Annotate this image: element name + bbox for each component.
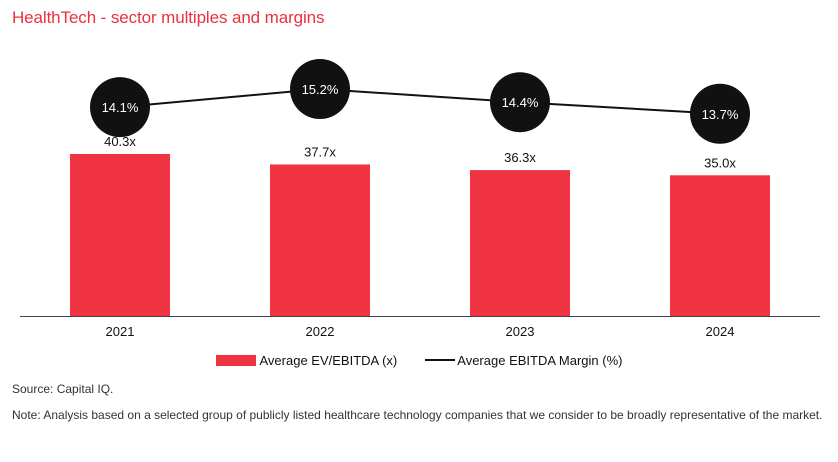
x-tick-label-2022: 2022: [306, 324, 335, 339]
margin-value-label-2021: 14.1%: [102, 100, 139, 115]
bar-value-label-2023: 36.3x: [504, 150, 536, 165]
source-note: Source: Capital IQ.: [12, 382, 114, 396]
margin-point-2024: [690, 83, 750, 144]
legend-bar-label: Average EV/EBITDA (x): [259, 352, 398, 368]
chart-title: HealthTech - sector multiples and margin…: [12, 8, 325, 27]
legend-line-label: Average EBITDA Margin (%): [457, 352, 623, 368]
footnote: Note: Analysis based on a selected group…: [12, 408, 823, 422]
bar-value-label-2024: 35.0x: [704, 155, 736, 170]
margin-point-2021: [90, 77, 150, 138]
bar-value-label-2022: 37.7x: [304, 144, 336, 159]
margin-point-2022: [290, 59, 350, 119]
x-tick-label-2023: 2023: [506, 324, 535, 339]
bar-value-label-2021: 40.3x: [104, 134, 136, 149]
legend-line-swatch: [425, 359, 456, 361]
x-tick-label-2021: 2021: [106, 324, 135, 339]
bar-2021: [70, 154, 170, 316]
legend-item-ebitda-margin: Average EBITDA Margin (%): [425, 353, 622, 368]
chart-legend: Average EV/EBITDA (x) Average EBITDA Mar…: [0, 350, 838, 370]
chart-canvas: 40.3x 2021 37.7x 2022 36.3x 2023 35.0x 2024 14.1…: [20, 59, 820, 339]
margin-point-2023: [490, 72, 550, 133]
bar-2022: [270, 164, 370, 316]
margin-series-line: [119, 87, 721, 115]
bar-2023: [470, 170, 570, 316]
legend-bar-swatch: [215, 354, 256, 366]
legend-item-ev-ebitda: Average EV/EBITDA (x): [215, 352, 398, 368]
margin-value-label-2022: 15.2%: [302, 82, 339, 97]
margin-value-label-2024: 13.7%: [702, 107, 739, 122]
x-tick-label-2024: 2024: [706, 324, 735, 339]
margin-value-label-2023: 14.4%: [502, 95, 539, 110]
bar-2024: [670, 175, 770, 316]
